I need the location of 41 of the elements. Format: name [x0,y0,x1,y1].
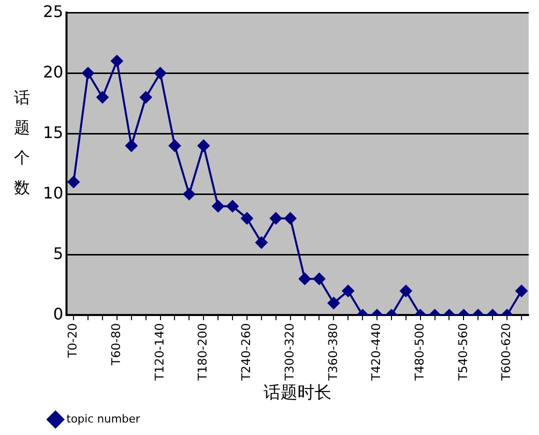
x-tick-label: T60-80 [109,323,124,366]
x-tick-label: T180-200 [196,323,210,382]
y-tick-label: 10 [43,183,64,202]
x-tick-label: T360-380 [326,323,340,382]
point [154,67,166,80]
x-tick-label: T600-620 [499,323,514,382]
point [515,284,528,297]
point [270,212,282,224]
point [168,140,181,152]
x-tick-label: T540-560 [456,323,470,382]
point [110,55,123,68]
x-tick-label: T0-20 [66,323,80,359]
point [284,212,296,224]
legend-label: topic number [66,412,141,426]
point [212,200,224,212]
point [226,200,239,212]
y-tick-label: 5 [53,244,64,263]
point [298,272,311,285]
x-tick-label: T300-320 [282,323,296,382]
point [400,284,412,297]
y-tick-label: 0 [53,304,64,324]
point [342,284,354,297]
x-axis-title: 话题时长 [264,383,332,404]
y-tick-label: 25 [43,2,64,21]
y-tick-label: 20 [43,62,64,82]
y-axis-title: 话题个数 [14,88,30,198]
point [140,91,152,104]
point [313,272,326,285]
x-tick-label: T120-140 [152,323,166,382]
point [183,188,196,200]
point [125,140,138,152]
point [68,176,80,188]
x-tick-label: T420-440 [369,323,384,382]
y-tick-label: 15 [43,122,64,142]
point [198,140,210,152]
x-tick-label: T240-260 [239,323,254,382]
point [255,236,268,249]
point [96,91,108,104]
x-tick-label: T480-500 [412,323,426,382]
point [240,212,253,224]
point [82,67,94,80]
